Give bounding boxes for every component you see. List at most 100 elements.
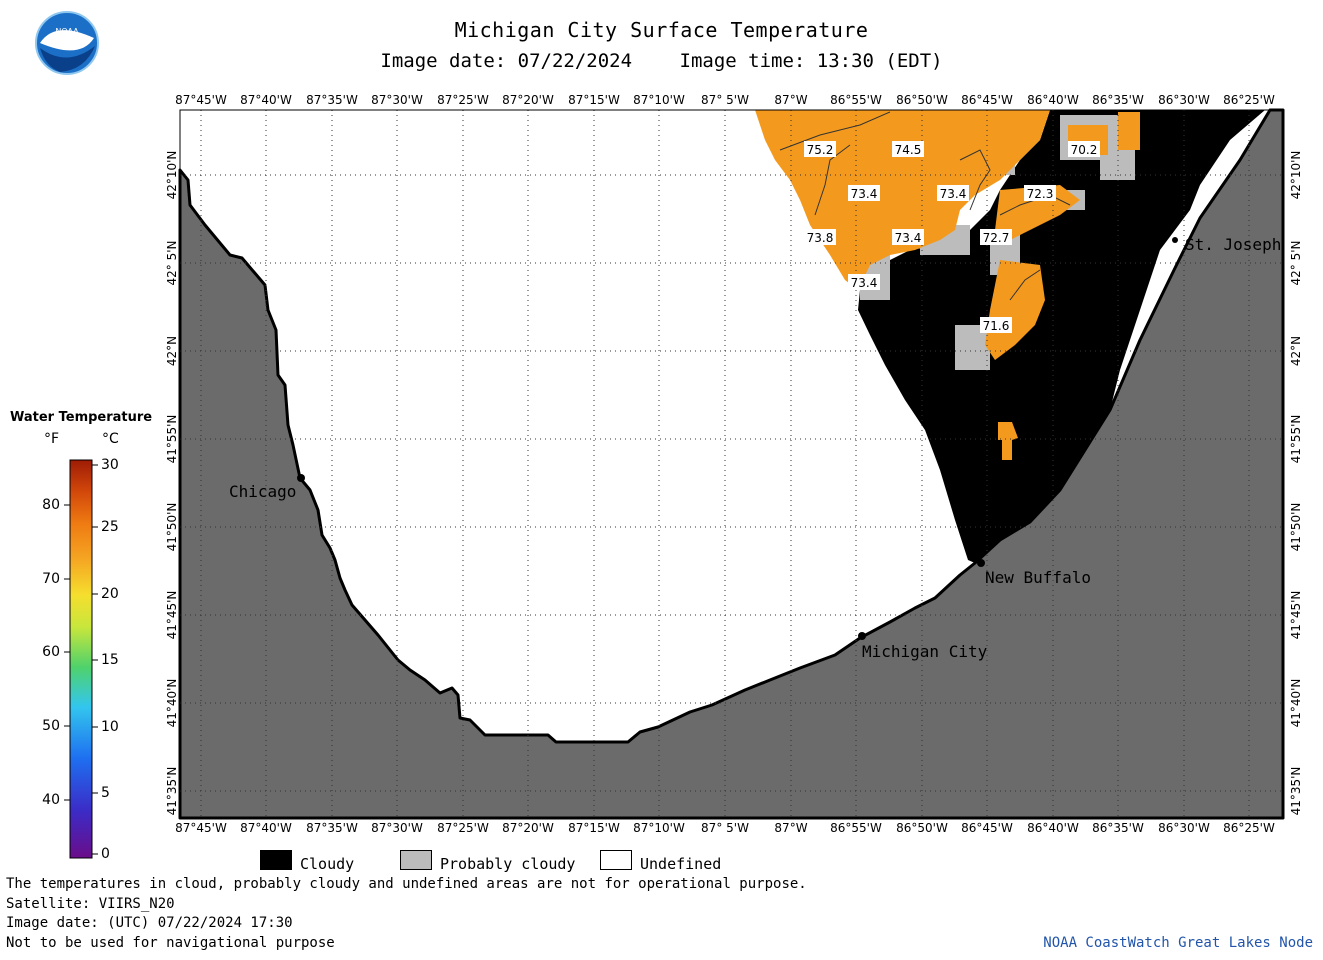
image-time: Image time: 13:30 (EDT) — [679, 50, 943, 72]
note-utc-date: Image date: (UTC) 07/22/2024 17:30 — [6, 915, 293, 931]
lon-label-bottom: 87°25'W — [437, 821, 489, 835]
lon-label-bottom: 87°20'W — [502, 821, 554, 835]
key-cloudy-swatch — [260, 850, 292, 870]
legend-c-tick: 0 — [101, 846, 110, 862]
lon-label-top: 86°40'W — [1027, 93, 1079, 107]
note-navigation: Not to be used for navigational purpose — [6, 935, 335, 951]
legend-f-tick: 70 — [42, 571, 60, 587]
temp-label-bg — [937, 185, 969, 201]
legend-c-tick: 20 — [101, 586, 119, 602]
temp-label-bg — [848, 185, 880, 201]
lon-label-top: 86°50'W — [896, 93, 948, 107]
key-cloudy-label: Cloudy — [300, 855, 355, 873]
latitude-labels-left: 42°10'N 42° 5'N 42°N 41°55'N 41°50'N 41°45'N 4… — [165, 151, 179, 816]
lon-label-bottom: 87°35'W — [306, 821, 358, 835]
lon-label-bottom: 86°40'W — [1027, 821, 1079, 835]
new-buffalo-marker — [977, 559, 985, 567]
lon-label-bottom: 86°25'W — [1223, 821, 1275, 835]
temp-label: 73.4 — [851, 276, 878, 290]
legend-f-tick: 60 — [42, 644, 60, 660]
lat-label-right: 42°10'N — [1289, 151, 1303, 200]
lat-label-left: 41°50'N — [165, 503, 179, 552]
lon-label-bottom: 86°50'W — [896, 821, 948, 835]
temp-label-bg — [1024, 185, 1056, 201]
lon-label-top: 86°25'W — [1223, 93, 1275, 107]
legend-unit-c: °C — [102, 431, 119, 447]
water-temp-patch-east — [985, 260, 1045, 360]
temp-label: 72.7 — [983, 231, 1010, 245]
key-probably-cloudy-label: Probably cloudy — [440, 855, 576, 873]
lon-label-bottom: 87°15'W — [568, 821, 620, 835]
water-temp-patch-north — [995, 185, 1080, 240]
latitude-labels-right: 42°10'N 42° 5'N 42°N 41°55'N 41°50'N 41°45'N 4… — [1289, 151, 1303, 816]
lat-label-left: 41°35'N — [165, 767, 179, 816]
lat-label-right: 41°35'N — [1289, 767, 1303, 816]
legend-c-tick: 10 — [101, 719, 119, 735]
temp-label: 73.4 — [851, 187, 878, 201]
lon-label-bottom: 87°45'W — [175, 821, 227, 835]
lon-label-top: 86°30'W — [1158, 93, 1210, 107]
lon-label-top: 86°55'W — [830, 93, 882, 107]
city-st-joseph: St. Joseph — [1185, 235, 1281, 254]
lon-label-top: 87°25'W — [437, 93, 489, 107]
michigan-city-marker — [858, 632, 866, 640]
lon-label-top: 87°30'W — [371, 93, 423, 107]
noaa-logo: NOAA — [35, 11, 99, 75]
city-new-buffalo: New Buffalo — [985, 568, 1091, 587]
temp-label: 75.2 — [807, 143, 834, 157]
lat-label-left: 42°N — [165, 336, 179, 366]
lon-label-bottom: 86°55'W — [830, 821, 882, 835]
legend-c-tick: 25 — [101, 519, 119, 535]
legend-c-tick: 30 — [101, 457, 119, 473]
lon-label-bottom: 86°45'W — [961, 821, 1013, 835]
lon-label-top: 87° 5'W — [701, 93, 749, 107]
legend-c-tick: 5 — [101, 785, 110, 801]
lon-label-top: 87°45'W — [175, 93, 227, 107]
lon-label-bottom: 87°10'W — [633, 821, 685, 835]
lon-label-top: 87°20'W — [502, 93, 554, 107]
lat-label-right: 42°N — [1289, 336, 1303, 366]
logo-text: NOAA — [55, 27, 79, 36]
credit-link[interactable]: NOAA CoastWatch Great Lakes Node — [1043, 935, 1313, 951]
lat-label-left: 42° 5'N — [165, 241, 179, 286]
temp-label-bg — [980, 229, 1012, 245]
note-satellite: Satellite: VIIRS_N20 — [6, 896, 175, 912]
water-temp-patch-small — [998, 422, 1018, 460]
lon-label-top: 87°15'W — [568, 93, 620, 107]
lon-label-top: 87°10'W — [633, 93, 685, 107]
temp-label-bg — [1068, 141, 1100, 157]
longitude-labels-top: 87°45'W 87°40'W 87°35'W 87°30'W 87°25'W 87°20… — [175, 93, 1275, 107]
lat-label-right: 41°55'N — [1289, 415, 1303, 464]
temp-label: 71.6 — [983, 319, 1010, 333]
image-date: Image date: 07/22/2024 — [380, 50, 633, 72]
legend-c-ticks: 30 25 20 15 10 5 0 — [92, 457, 119, 862]
graticule — [180, 110, 1283, 818]
legend-c-tick: 15 — [101, 652, 119, 668]
legend-f-tick: 80 — [42, 497, 60, 513]
temp-label-bg — [980, 317, 1012, 333]
lon-label-bottom: 86°35'W — [1092, 821, 1144, 835]
image-datetime: Image date: 07/22/2024 Image time: 13:30… — [0, 50, 1323, 72]
legend-colorbar — [69, 459, 93, 859]
key-undefined-swatch — [600, 850, 632, 870]
chicago-marker — [297, 474, 305, 482]
legend-unit-f: °F — [44, 431, 59, 447]
st-joseph-marker — [1172, 237, 1178, 243]
cloud-region — [858, 110, 1265, 563]
city-chicago: Chicago — [229, 482, 296, 501]
lon-label-top: 86°45'W — [961, 93, 1013, 107]
legend-f-tick: 50 — [42, 718, 60, 734]
lat-label-right: 41°50'N — [1289, 503, 1303, 552]
lon-label-top: 87°40'W — [240, 93, 292, 107]
lat-label-right: 41°40'N — [1289, 679, 1303, 728]
lat-label-left: 42°10'N — [165, 151, 179, 200]
longitude-labels-bottom: 87°45'W 87°40'W 87°35'W 87°30'W 87°25'W 87°20… — [175, 821, 1275, 835]
key-probably-cloudy-swatch — [400, 850, 432, 870]
temp-label: 74.5 — [895, 143, 922, 157]
lat-label-right: 42° 5'N — [1289, 241, 1303, 286]
lat-label-left: 41°40'N — [165, 679, 179, 728]
temp-label-bg — [848, 274, 880, 290]
key-undefined-label: Undefined — [640, 855, 722, 873]
page-title: Michigan City Surface Temperature — [454, 18, 869, 42]
